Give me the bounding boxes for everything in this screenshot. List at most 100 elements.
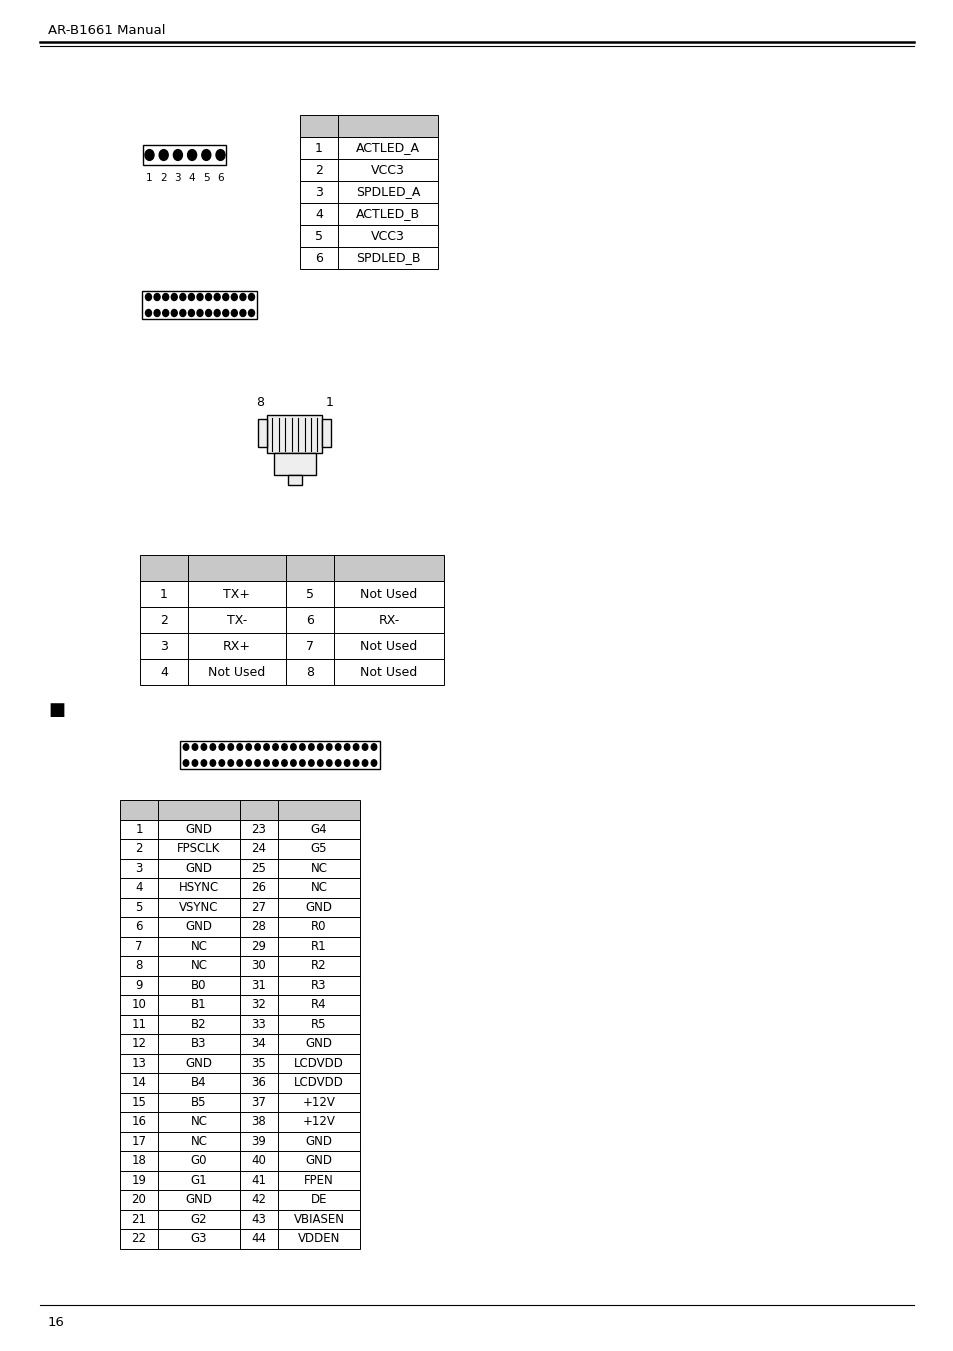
Bar: [286, 659, 334, 685]
Bar: [120, 936, 158, 957]
Text: Not Used: Not Used: [360, 639, 417, 653]
Bar: [158, 1170, 240, 1190]
Text: LCDVDD: LCDVDD: [294, 1077, 344, 1089]
Ellipse shape: [205, 309, 212, 316]
Bar: [277, 878, 359, 897]
Bar: [267, 415, 322, 453]
Text: G1: G1: [191, 1174, 207, 1186]
Bar: [158, 839, 240, 858]
Bar: [158, 994, 240, 1015]
Text: 29: 29: [252, 940, 266, 952]
Bar: [240, 820, 277, 839]
Text: ACTLED_B: ACTLED_B: [355, 208, 419, 220]
Ellipse shape: [371, 744, 376, 750]
Bar: [140, 581, 188, 607]
Bar: [322, 419, 331, 447]
Text: 34: 34: [252, 1038, 266, 1050]
Bar: [240, 897, 277, 917]
Bar: [240, 936, 277, 957]
Ellipse shape: [192, 744, 197, 750]
Ellipse shape: [222, 293, 229, 300]
Bar: [277, 936, 359, 957]
Ellipse shape: [145, 150, 153, 161]
Text: GND: GND: [185, 1056, 213, 1070]
Bar: [120, 1229, 158, 1248]
Ellipse shape: [273, 744, 278, 750]
Ellipse shape: [344, 744, 350, 750]
Ellipse shape: [335, 744, 340, 750]
Bar: [240, 1112, 277, 1132]
Bar: [277, 1054, 359, 1073]
Text: GND: GND: [305, 1038, 333, 1050]
Text: 1: 1: [314, 142, 323, 154]
Text: 37: 37: [252, 1096, 266, 1109]
Bar: [158, 1151, 240, 1170]
Bar: [158, 957, 240, 975]
Bar: [240, 1093, 277, 1112]
Bar: [158, 936, 240, 957]
Text: 12: 12: [132, 1038, 147, 1050]
Bar: [120, 957, 158, 975]
Bar: [334, 659, 443, 685]
Text: 17: 17: [132, 1135, 147, 1148]
Ellipse shape: [371, 759, 376, 766]
Bar: [120, 1209, 158, 1229]
Text: 22: 22: [132, 1232, 147, 1246]
Text: 32: 32: [252, 998, 266, 1012]
Text: 27: 27: [252, 901, 266, 913]
Ellipse shape: [192, 759, 197, 766]
Ellipse shape: [317, 759, 323, 766]
Ellipse shape: [202, 150, 211, 161]
Bar: [286, 634, 334, 659]
Ellipse shape: [248, 309, 254, 316]
Text: SPDLED_B: SPDLED_B: [355, 251, 420, 265]
Bar: [299, 247, 337, 269]
Text: VCC3: VCC3: [371, 163, 404, 177]
Text: GND: GND: [185, 920, 213, 934]
Bar: [240, 975, 277, 994]
Bar: [286, 607, 334, 634]
Bar: [158, 1073, 240, 1093]
Text: 3: 3: [135, 862, 143, 874]
Ellipse shape: [189, 309, 194, 316]
Bar: [120, 1151, 158, 1170]
Bar: [258, 419, 267, 447]
Bar: [277, 1190, 359, 1209]
Text: 1: 1: [146, 173, 152, 182]
Bar: [120, 1170, 158, 1190]
Ellipse shape: [326, 759, 332, 766]
Ellipse shape: [264, 759, 269, 766]
Bar: [158, 1093, 240, 1112]
Ellipse shape: [222, 309, 229, 316]
Bar: [120, 975, 158, 994]
Text: ACTLED_A: ACTLED_A: [355, 142, 419, 154]
Ellipse shape: [344, 759, 350, 766]
Ellipse shape: [196, 309, 203, 316]
Bar: [277, 1170, 359, 1190]
Bar: [188, 581, 286, 607]
Bar: [337, 136, 437, 159]
Text: NC: NC: [191, 1135, 208, 1148]
Ellipse shape: [219, 759, 224, 766]
Ellipse shape: [362, 744, 368, 750]
Text: GND: GND: [185, 823, 213, 836]
Text: B4: B4: [191, 1077, 207, 1089]
Text: 4: 4: [189, 173, 195, 182]
Bar: [240, 858, 277, 878]
Bar: [158, 858, 240, 878]
Bar: [120, 1015, 158, 1034]
Text: G3: G3: [191, 1232, 207, 1246]
Ellipse shape: [159, 150, 168, 161]
Bar: [158, 1112, 240, 1132]
Bar: [158, 820, 240, 839]
Text: LCDVDD: LCDVDD: [294, 1056, 344, 1070]
Text: HSYNC: HSYNC: [178, 881, 219, 894]
Ellipse shape: [281, 744, 287, 750]
Text: FPSCLK: FPSCLK: [177, 842, 220, 855]
Text: 9: 9: [135, 978, 143, 992]
Bar: [158, 1229, 240, 1248]
Ellipse shape: [146, 309, 152, 316]
Text: NC: NC: [310, 862, 327, 874]
Bar: [158, 1015, 240, 1034]
Text: FPEN: FPEN: [304, 1174, 334, 1186]
